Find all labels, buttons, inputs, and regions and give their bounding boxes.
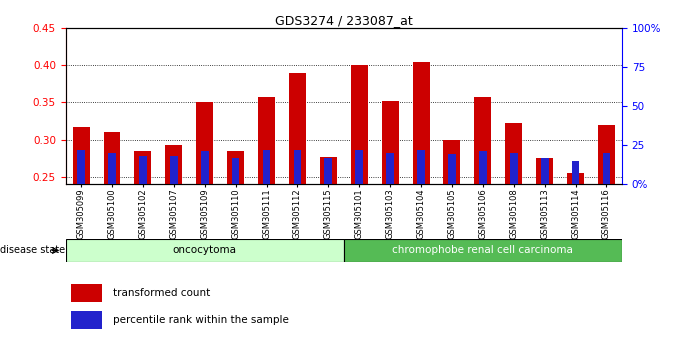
- Bar: [567, 173, 584, 184]
- Bar: [505, 122, 522, 184]
- Bar: [386, 153, 394, 184]
- Text: disease state: disease state: [0, 245, 65, 256]
- Text: transformed count: transformed count: [113, 288, 210, 298]
- Bar: [541, 158, 549, 184]
- Bar: [165, 145, 182, 184]
- Bar: [479, 152, 486, 184]
- Bar: [603, 153, 610, 184]
- Bar: [325, 158, 332, 184]
- Bar: [536, 158, 553, 184]
- Title: GDS3274 / 233087_at: GDS3274 / 233087_at: [275, 14, 413, 27]
- Bar: [417, 150, 425, 184]
- FancyBboxPatch shape: [66, 239, 343, 262]
- Bar: [351, 65, 368, 184]
- Bar: [71, 311, 102, 329]
- Bar: [196, 103, 214, 184]
- Bar: [598, 125, 615, 184]
- Bar: [474, 97, 491, 184]
- Bar: [413, 62, 430, 184]
- Bar: [263, 150, 270, 184]
- Bar: [73, 127, 90, 184]
- Text: oncocytoma: oncocytoma: [173, 245, 237, 256]
- Bar: [135, 151, 151, 184]
- Bar: [381, 101, 399, 184]
- Bar: [320, 156, 337, 184]
- Text: percentile rank within the sample: percentile rank within the sample: [113, 315, 289, 325]
- Bar: [289, 73, 306, 184]
- Bar: [571, 161, 580, 184]
- Bar: [108, 153, 116, 184]
- Bar: [231, 158, 240, 184]
- Bar: [170, 156, 178, 184]
- Bar: [448, 154, 456, 184]
- Bar: [104, 132, 120, 184]
- Bar: [227, 152, 244, 184]
- Text: chromophobe renal cell carcinoma: chromophobe renal cell carcinoma: [392, 245, 574, 256]
- FancyBboxPatch shape: [343, 239, 622, 262]
- Bar: [258, 97, 275, 184]
- Bar: [139, 156, 146, 184]
- Bar: [444, 139, 460, 184]
- Bar: [201, 152, 209, 184]
- Bar: [71, 284, 102, 302]
- Bar: [77, 150, 85, 184]
- Bar: [510, 153, 518, 184]
- Bar: [294, 150, 301, 184]
- Bar: [355, 150, 363, 184]
